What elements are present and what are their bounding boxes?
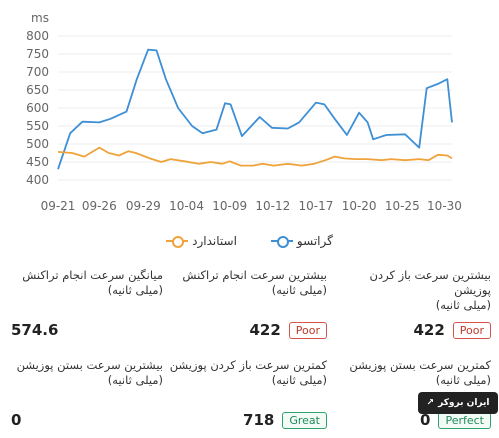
metric-label: بیشترین سرعت انجام تراکنش (میلی ثانیه) (182, 268, 327, 297)
series-line-gratso (57, 48, 453, 170)
metric-card-max-open: بیشترین سرعت باز کردن پوزیشن (میلی ثانیه… (331, 268, 491, 339)
x-tick-label: 09-21 (41, 199, 76, 213)
y-tick-label: 800 (26, 29, 49, 43)
brand-logo: ایران بروکر ↗ (418, 392, 498, 414)
metric-label: بیشترین سرعت بستن پوزیشن (میلی ثانیه) (16, 358, 163, 387)
x-tick-label: 10-04 (169, 199, 204, 213)
y-tick-label: 750 (26, 47, 49, 61)
metric-card-max-close: بیشترین سرعت بستن پوزیشن (میلی ثانیه) 0 (3, 358, 163, 429)
chart-legend: استاندارد گراتسو (0, 234, 499, 248)
status-badge: Perfect (438, 411, 491, 429)
status-badge: Poor (452, 321, 491, 339)
y-tick-label: 550 (26, 119, 49, 133)
brand-name: ایران بروکر (438, 398, 490, 408)
metric-value: 422 (249, 321, 281, 339)
y-tick-label: 650 (26, 83, 49, 97)
legend-swatch-gratso (270, 236, 293, 248)
x-axis-ticks: 09-21 09-26 09-29 10-04 10-09 10-12 10-17 10-20… (41, 199, 462, 213)
metric-row: 718 Great (243, 411, 327, 429)
y-axis-ticks: 400 450 500 550 600 650 700 750 800 (26, 29, 49, 187)
metric-row: 574.6 (11, 321, 58, 339)
metric-card-max-transaction: بیشترین سرعت انجام تراکنش (میلی ثانیه) 4… (167, 268, 327, 339)
metric-value: 0 (420, 411, 431, 429)
chart-gridlines (58, 35, 452, 181)
metric-row: 0 (11, 411, 21, 429)
x-tick-label: 09-29 (126, 199, 161, 213)
metric-label: کمترین سرعت بستن پوزیشن (میلی ثانیه) (349, 358, 491, 387)
status-badge: Poor (288, 321, 327, 339)
trend-arrow-icon: ↗ (426, 398, 435, 408)
legend-label-gratso: گراتسو (296, 234, 333, 248)
metric-value: 422 (413, 321, 445, 339)
metric-card-avg-transaction: میانگین سرعت انجام تراکنش (میلی ثانیه) 5… (3, 268, 163, 339)
legend-label-standard: استاندارد (192, 234, 237, 248)
metric-label: کمترین سرعت باز کردن پوزیشن (میلی ثانیه) (169, 358, 327, 387)
x-tick-label: 10-09 (212, 199, 247, 213)
y-tick-label: 700 (26, 65, 49, 79)
x-tick-label: 10-12 (255, 199, 290, 213)
y-unit-label: ms (31, 11, 49, 25)
metric-card-min-close: کمترین سرعت بستن پوزیشن (میلی ثانیه) 0 P… (331, 358, 491, 429)
x-tick-label: 10-20 (342, 199, 377, 213)
y-tick-label: 600 (26, 101, 49, 115)
metric-label: بیشترین سرعت باز کردن پوزیشن (میلی ثانیه… (369, 268, 491, 312)
metric-value: 0 (11, 411, 22, 429)
y-tick-label: 400 (26, 173, 49, 187)
y-tick-label: 500 (26, 137, 49, 151)
status-badge: Great (282, 411, 327, 429)
y-tick-label: 450 (26, 155, 49, 169)
legend-swatch-standard (166, 236, 189, 248)
x-tick-label: 09-26 (82, 199, 117, 213)
metric-value: 718 (243, 411, 275, 429)
x-tick-label: 10-17 (299, 199, 334, 213)
legend-item-gratso[interactable]: گراتسو (270, 234, 333, 248)
metric-row: 422 Poor (413, 321, 491, 339)
series-line-standard (57, 146, 453, 167)
metric-row: 422 Poor (249, 321, 327, 339)
metric-value: 574.6 (11, 321, 59, 339)
metric-card-min-open: کمترین سرعت باز کردن پوزیشن (میلی ثانیه)… (167, 358, 327, 429)
metric-label: میانگین سرعت انجام تراکنش (میلی ثانیه) (22, 268, 163, 297)
legend-item-standard[interactable]: استاندارد (166, 234, 237, 248)
x-tick-label: 10-25 (385, 199, 420, 213)
x-tick-label: 10-30 (427, 199, 462, 213)
chart-series-lines (57, 48, 453, 170)
